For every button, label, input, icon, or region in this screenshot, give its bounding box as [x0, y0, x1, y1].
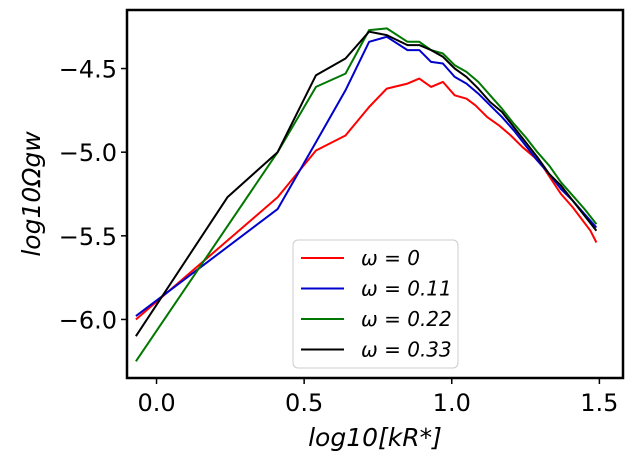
y-tick-label: −5.0: [59, 139, 117, 167]
y-tick-label: −6.0: [59, 306, 117, 334]
x-tick-label: 0.5: [285, 389, 323, 417]
series-line-0: [135, 77, 598, 321]
x-tick-label: 0.0: [137, 389, 175, 417]
legend-label-2: ω = 0.22: [361, 307, 452, 331]
series-line-3: [135, 30, 598, 337]
legend-label-1: ω = 0.11: [361, 277, 452, 301]
plot-area: [135, 27, 598, 362]
legend-label-0: ω = 0: [361, 246, 420, 270]
x-tick-label: 1.5: [580, 389, 618, 417]
plot-frame: [125, 8, 625, 380]
y-tick-label: −5.5: [59, 223, 117, 251]
series-line-2: [135, 27, 598, 362]
y-tick-label: −4.5: [59, 56, 117, 84]
legend-box: [292, 239, 459, 369]
axes: 0.0 0.5 1.0 1.5 −6.0 −5.5 −5.0 −4.5: [59, 56, 619, 417]
legend-label-3: ω = 0.33: [361, 338, 452, 362]
y-axis-label: log10Ωgw: [17, 131, 46, 257]
legend: ω = 0 ω = 0.11 ω = 0.22 ω = 0.33: [292, 239, 459, 369]
x-axis-label: log10[kR*]: [308, 423, 442, 452]
x-tick-label: 1.0: [433, 389, 471, 417]
